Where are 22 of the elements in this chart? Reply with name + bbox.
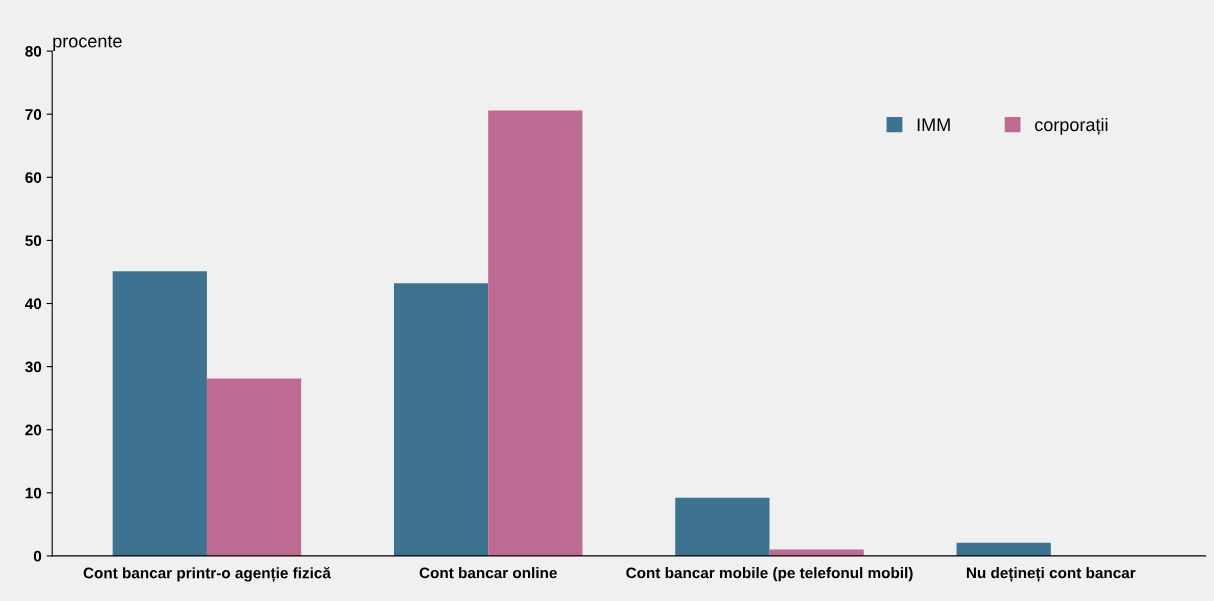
bar <box>112 271 207 556</box>
bar <box>393 283 489 556</box>
x-tick-label: Cont bancar mobile (pe telefonul mobil) <box>626 567 913 582</box>
bar <box>675 497 770 556</box>
x-tick-label: Cont bancar online <box>419 567 557 579</box>
legend-label: corporații <box>1035 117 1108 135</box>
y-tick-label: 40 <box>25 298 42 310</box>
x-tick-label: Nu dețineți cont bancar <box>966 567 1136 582</box>
x-tick-label: Cont bancar printr-o agenție fizică <box>83 567 331 582</box>
legend-label: IMM <box>917 118 950 131</box>
y-tick-label: 30 <box>25 361 42 373</box>
bar <box>488 110 583 556</box>
y-tick-label: 10 <box>25 487 42 499</box>
bar <box>206 378 302 556</box>
y-tick-label: 20 <box>25 424 42 436</box>
y-tick-label: 0 <box>33 550 42 562</box>
y-tick-label: 50 <box>25 235 42 247</box>
y-tick-label: 60 <box>25 172 42 183</box>
y-axis-title: procente <box>53 35 122 52</box>
bar <box>956 542 1051 556</box>
y-tick-label: 70 <box>25 109 42 120</box>
y-tick-label: 80 <box>25 45 42 57</box>
